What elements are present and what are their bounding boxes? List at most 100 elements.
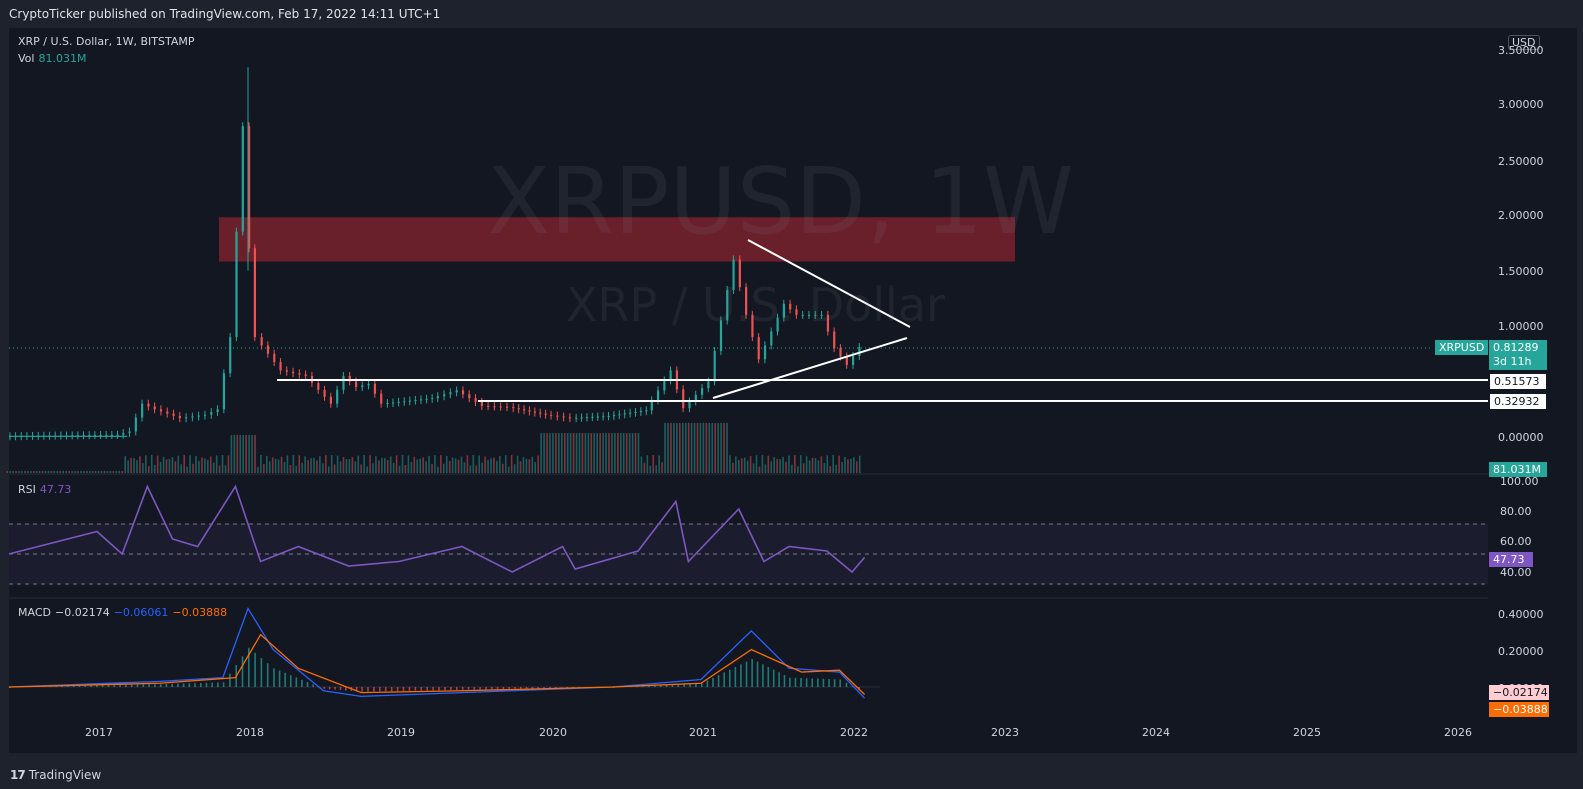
candle-body [575, 417, 578, 419]
last-price: 0.81289 [1493, 341, 1539, 354]
volume-bar [109, 471, 112, 473]
volume-bar [596, 433, 598, 473]
macd-histogram-bar [113, 685, 116, 687]
macd-histogram-bar [811, 678, 814, 687]
volume-bar [59, 471, 62, 473]
volume-bar [670, 423, 672, 473]
macd-histogram-bar [665, 684, 668, 687]
volume-bar [360, 464, 362, 473]
candle-body [505, 406, 509, 408]
macd-histogram-bar [254, 652, 256, 687]
macd-histogram-bar [789, 677, 791, 687]
volume-bar [528, 459, 531, 473]
volume-bar [581, 433, 584, 473]
volume-bar [720, 423, 722, 473]
candle-body [713, 350, 716, 382]
volume-bar [150, 455, 153, 473]
volume-bar [319, 456, 321, 473]
candle-body [487, 405, 490, 407]
time-tick: 2025 [1293, 726, 1321, 739]
volume-bar [779, 459, 781, 473]
macd-histogram-bar [723, 672, 725, 687]
currency-button[interactable]: USD [1508, 35, 1540, 50]
rsi-tick: 40.00 [1500, 566, 1532, 579]
volume-bar [201, 457, 203, 473]
time-tick: 2020 [539, 726, 567, 739]
volume-bar [242, 435, 244, 473]
volume-bar [174, 461, 177, 473]
volume-bar [658, 455, 660, 473]
candle-body [544, 413, 547, 415]
volume-bar [44, 471, 47, 473]
candle-body [222, 373, 226, 410]
volume-bar [732, 462, 734, 473]
chart-area[interactable] [9, 28, 1577, 753]
macd-histogram-bar [648, 685, 650, 687]
candle-body [329, 396, 332, 404]
candle-body [533, 411, 537, 413]
volume-bar [549, 433, 551, 473]
candle-body [826, 314, 830, 332]
volume-bar [502, 463, 504, 473]
macd-histogram-bar [107, 685, 110, 687]
volume-bar [212, 462, 215, 473]
macd-histogram-bar [683, 684, 685, 687]
last-price-tag: 0.81289 3d 11h [1489, 340, 1547, 370]
candle-body [88, 435, 91, 437]
candle-body [317, 382, 320, 390]
candle-body [292, 371, 295, 374]
volume-bar [563, 433, 566, 473]
macd-histogram-bar [171, 683, 173, 687]
volume-bar [419, 458, 421, 473]
candle-body [517, 408, 520, 410]
tradingview-logo[interactable]: 17 TradingView [10, 768, 101, 782]
volume-bar [484, 456, 486, 473]
macd-histogram-bar [554, 687, 557, 689]
candle-body [159, 409, 163, 412]
price-tick: 2.50000 [1498, 155, 1544, 168]
candle-body [323, 389, 326, 397]
macd-histogram-bar [767, 666, 770, 687]
volume-bar [823, 463, 826, 473]
last-symbol-tag: XRPUSD [1435, 340, 1489, 355]
macd-histogram-bar [367, 687, 369, 692]
volume-bar [416, 459, 419, 473]
candle-body [20, 436, 23, 438]
candle-body [493, 406, 496, 408]
volume-bar [835, 464, 837, 473]
volume-bar [448, 460, 451, 473]
volume-bar [782, 456, 784, 473]
volume-bar [342, 457, 345, 473]
volume-bar [794, 455, 796, 473]
candle-body [235, 231, 238, 338]
volume-bar [209, 456, 212, 473]
volume-bar [469, 465, 472, 473]
macd-histogram-bar [420, 687, 423, 691]
candle-body [845, 356, 848, 365]
volume-bar [599, 433, 601, 473]
candle-body [629, 412, 632, 414]
volume-bar [445, 455, 448, 473]
time-tick: 2021 [689, 726, 717, 739]
rsi-label: RSI [18, 483, 36, 496]
volume-bar [422, 457, 424, 473]
volume-bar [204, 458, 206, 473]
macd-histogram-bar [408, 687, 411, 691]
macd-histogram-bar [751, 658, 753, 687]
volume-bar [723, 423, 725, 473]
volume-bar [463, 462, 466, 473]
candle-body [93, 435, 97, 437]
macd-histogram-bar [55, 686, 57, 687]
candle-body [801, 314, 804, 316]
macd-histogram-bar [119, 684, 121, 687]
volume-bar [643, 462, 646, 473]
volume-bar [369, 455, 371, 473]
volume-bar [841, 461, 843, 473]
candle-body [443, 394, 446, 397]
candle-body [639, 411, 643, 413]
candle-body [468, 394, 471, 399]
volume-bar [496, 460, 498, 473]
macd-histogram-bar [66, 685, 69, 687]
macd-histogram-bar [289, 675, 292, 687]
